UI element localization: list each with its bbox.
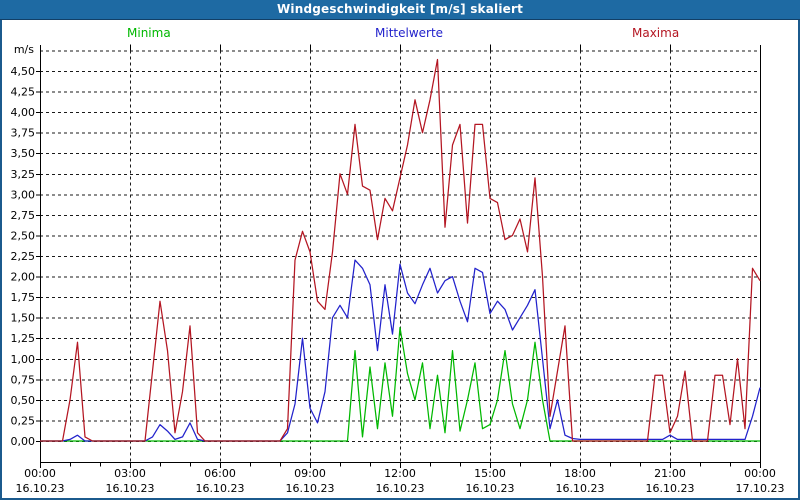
y-tick-label: 0,75 [11,373,36,386]
x-tick-time: 03:00 [114,467,146,480]
x-tick-date: 16.10.23 [376,482,425,495]
x-axis-labels: 00:00 16.10.23 03:00 16.10.23 06:00 16.10.23 0… [16,467,785,495]
maxima-series [40,58,761,442]
y-tick-label: 1,00 [11,353,36,366]
x-tick-time: 09:00 [294,467,326,480]
y-tick-label: 3,25 [11,168,36,181]
y-tick-label: 4,50 [11,65,36,78]
x-tick-date: 16.10.23 [196,482,245,495]
y-tick-label: 1,25 [11,332,36,345]
x-tick-time: 00:00 [24,467,56,480]
x-tick-date: 16.10.23 [286,482,335,495]
title-bar: Windgeschwindigkeit [m/s] skaliert [0,0,800,20]
y-axis-labels: 0,00 0,25 0,50 0,75 1,00 1,25 1,50 1,75 2,00 2,25… [11,43,36,448]
y-tick-label: 4,25 [11,86,36,99]
legend-maxima: Maxima [632,26,680,40]
x-tick-date: 17.10.23 [736,482,785,495]
y-tick-label: 3,50 [11,147,36,160]
y-axis-unit: m/s [14,43,34,56]
y-tick-label: 0,50 [11,394,36,407]
y-tick-label: 2,00 [11,271,36,284]
axes-frame [36,44,761,468]
vertical-gridlines [130,50,671,462]
legend-mittelwerte: Mittelwerte [375,26,444,40]
x-tick-date: 16.10.23 [466,482,515,495]
x-tick-time: 06:00 [204,467,236,480]
y-tick-label: 4,00 [11,106,36,119]
x-tick-date: 16.10.23 [106,482,155,495]
y-tick-label: 0,00 [11,435,36,448]
y-tick-label: 0,25 [11,414,36,427]
y-tick-label: 3,75 [11,127,36,140]
x-tick-time: 21:00 [654,467,686,480]
y-tick-label: 2,75 [11,209,36,222]
x-tick-time: 15:00 [474,467,506,480]
x-tick-time: 12:00 [384,467,416,480]
x-tick-date: 16.10.23 [16,482,65,495]
x-tick-date: 16.10.23 [556,482,605,495]
y-tick-label: 1,75 [11,291,36,304]
y-tick-label: 2,25 [11,250,36,263]
y-tick-label: 3,00 [11,188,36,201]
y-tick-label: 1,50 [11,312,36,325]
y-tick-label: 2,50 [11,229,36,242]
x-tick-date: 16.10.23 [646,482,695,495]
chart-title: Windgeschwindigkeit [m/s] skaliert [276,2,524,16]
mittelwerte-series [40,259,761,442]
x-tick-time: 18:00 [564,467,596,480]
legend-minima: Minima [127,26,171,40]
x-tick-time: 00:00 [744,467,776,480]
